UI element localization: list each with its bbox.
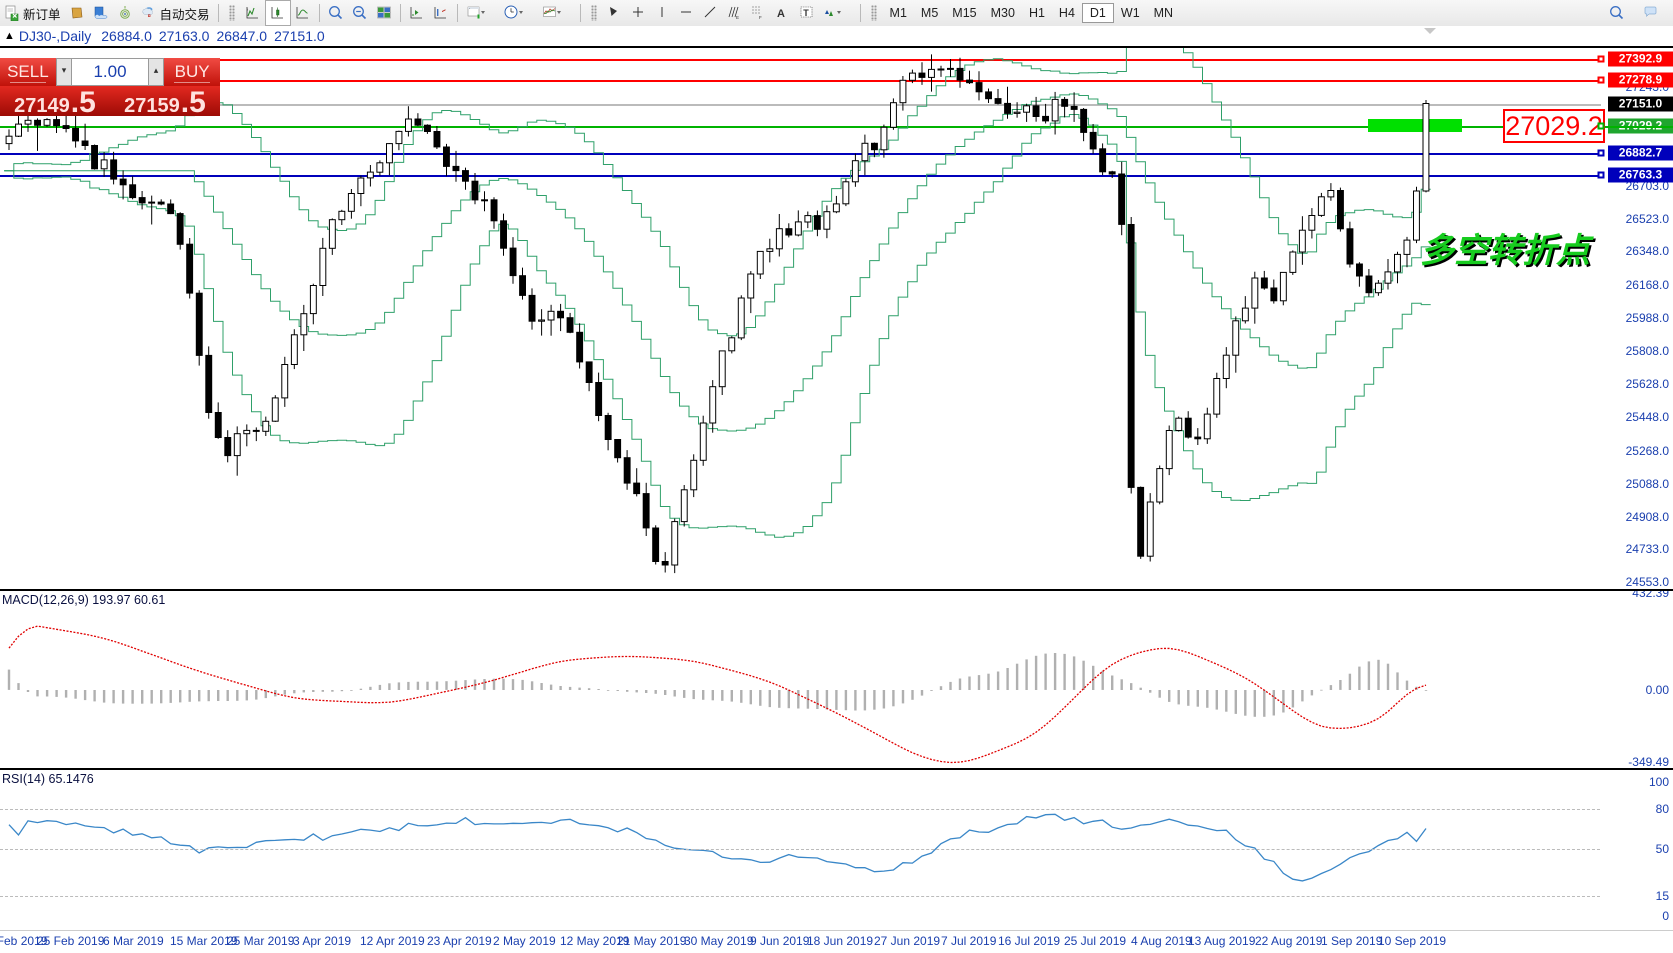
svg-text:E: E: [736, 15, 739, 20]
svg-text:F: F: [759, 15, 762, 20]
svg-text:A: A: [777, 8, 785, 20]
svg-text:↑: ↑: [246, 7, 248, 12]
svg-text:T: T: [803, 8, 809, 18]
